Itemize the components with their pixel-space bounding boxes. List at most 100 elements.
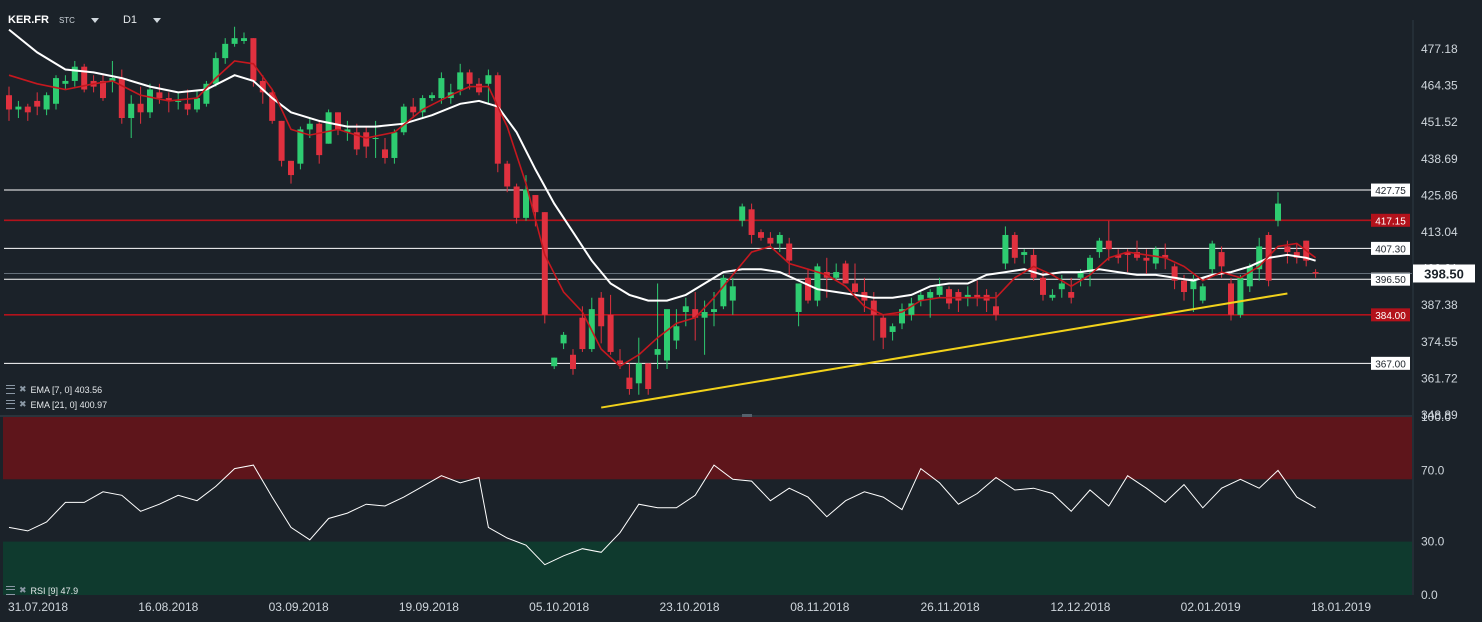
candle-body	[1275, 203, 1281, 221]
candle-body	[335, 112, 341, 130]
candle-body	[645, 363, 652, 390]
candle-body	[438, 78, 445, 99]
candle-body	[889, 326, 896, 332]
candle-body	[175, 100, 182, 102]
candle-body	[570, 354, 576, 370]
candle-body	[786, 243, 793, 261]
candle-body	[673, 326, 680, 341]
level-label: 367.00	[1375, 359, 1406, 370]
ema21-line	[8, 28, 1316, 302]
level-tag	[1371, 308, 1410, 322]
candle-body	[344, 129, 351, 133]
current-price-label: 398.50	[1424, 266, 1464, 281]
settings-icon[interactable]	[6, 400, 15, 409]
candle-body	[927, 292, 934, 298]
price-tick-label: 348.89	[1421, 408, 1458, 422]
price-tick-label: 374.55	[1421, 335, 1458, 349]
close-icon[interactable]: ✖	[19, 585, 27, 595]
candle-body	[147, 89, 153, 113]
candle-body	[579, 317, 586, 350]
candle-body	[1049, 294, 1056, 298]
candle-body	[1218, 252, 1225, 267]
settings-icon[interactable]	[6, 586, 15, 595]
settings-icon[interactable]	[6, 385, 15, 394]
rsi-tick-label: 100.0	[1421, 410, 1451, 424]
candle-body	[776, 234, 783, 244]
candle-body	[1312, 272, 1319, 274]
level-tag	[1371, 356, 1410, 370]
x-tick-label: 12.12.2018	[1050, 600, 1110, 614]
candle-body	[899, 309, 905, 324]
candle-body	[194, 98, 200, 110]
ema7-label: EMA [7, 0] 403.56	[30, 384, 103, 395]
candle-body	[842, 263, 849, 284]
candle-body	[118, 78, 125, 119]
candle-body	[936, 286, 943, 295]
candle-body	[1134, 252, 1140, 258]
x-tick-label: 18.01.2019	[1311, 600, 1371, 614]
x-tick-label: 23.10.2018	[659, 600, 719, 614]
candle-body	[269, 92, 276, 121]
candle-body	[15, 106, 22, 110]
rsi-overbought-zone	[3, 417, 1412, 480]
current-price-tag	[1413, 264, 1475, 283]
trendline	[601, 292, 1288, 409]
candle-body	[34, 100, 41, 107]
level-tag	[1371, 183, 1410, 197]
timeframe-label[interactable]: D1	[122, 14, 138, 26]
candle-body	[363, 132, 370, 147]
candle-body	[278, 120, 285, 161]
candle-body	[1284, 246, 1291, 253]
candle-body	[852, 283, 858, 293]
candle-body	[1096, 240, 1103, 253]
candle-body	[1040, 277, 1046, 295]
candle-body	[1199, 286, 1206, 301]
candle-body	[1246, 266, 1253, 287]
candle-body	[805, 277, 811, 301]
timeframe-dropdown-icon[interactable]	[153, 17, 162, 23]
candle-body	[1162, 254, 1169, 258]
candle-body	[1143, 257, 1150, 261]
candle-body	[946, 289, 952, 304]
price-tick-label: 438.69	[1421, 152, 1458, 166]
candle-body	[71, 66, 78, 81]
candle-body	[81, 66, 88, 90]
candle-body	[729, 286, 736, 301]
candle-body	[100, 80, 106, 99]
symbol-dropdown-icon[interactable]	[90, 17, 99, 23]
candle-body	[748, 209, 755, 235]
candle-body	[607, 314, 614, 352]
level-tag	[1371, 241, 1410, 255]
candle-body	[908, 303, 915, 315]
candle-body	[6, 95, 12, 110]
instrument-type: STC	[58, 15, 75, 25]
candle-body	[316, 123, 323, 156]
candle-body	[325, 112, 332, 144]
price-tick-label: 387.38	[1421, 298, 1458, 312]
candle-body	[833, 272, 840, 278]
symbol-label[interactable]: KER.FR	[8, 14, 49, 26]
candle-body	[53, 78, 59, 104]
close-icon[interactable]: ✖	[19, 399, 27, 409]
candle-body	[457, 72, 464, 90]
candle-body	[532, 195, 539, 213]
candle-body	[429, 95, 435, 99]
candle-body	[109, 78, 116, 81]
candle-body	[701, 311, 708, 318]
x-tick-label: 05.10.2018	[529, 600, 589, 614]
close-icon[interactable]: ✖	[19, 384, 27, 394]
x-tick-label: 19.09.2018	[399, 600, 459, 614]
level-tag	[1371, 272, 1410, 286]
candle-body	[259, 80, 266, 93]
pane-resize-handle	[742, 414, 752, 417]
price-axis-background	[1412, 0, 1482, 622]
x-tick-label: 31.07.2018	[8, 600, 68, 614]
ema21-label: EMA [21, 0] 400.97	[30, 399, 108, 410]
candle-body	[212, 58, 219, 84]
price-tick-label: 361.72	[1421, 371, 1458, 385]
candle-body	[682, 306, 689, 312]
x-tick-label: 26.11.2018	[921, 600, 980, 614]
price-tick-label: 413.04	[1421, 225, 1458, 239]
candle-body	[372, 137, 379, 139]
